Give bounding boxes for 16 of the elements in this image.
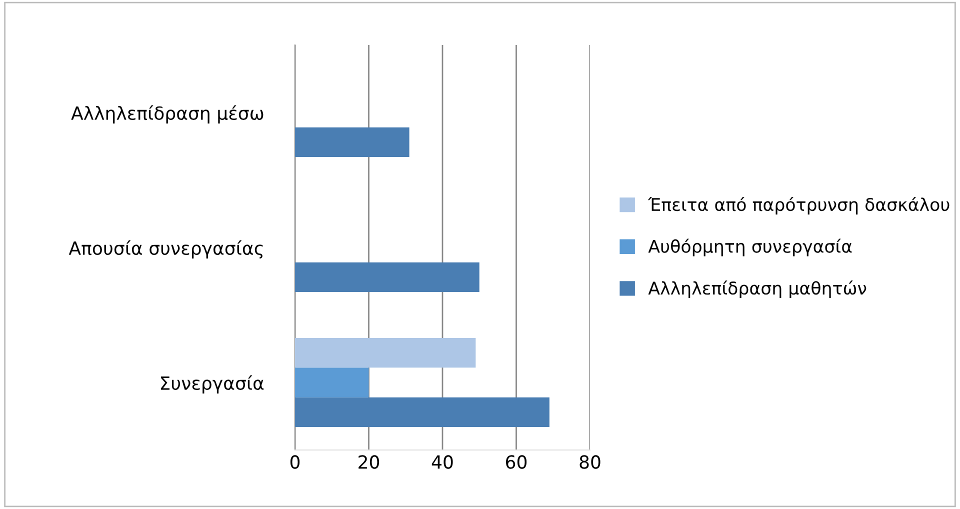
bar <box>295 368 369 398</box>
x-tick-label: 0 <box>290 455 300 469</box>
x-tick-label: 60 <box>506 455 527 469</box>
legend-label: Έπειτα από παρότρυνση δασκάλου <box>648 196 950 214</box>
y-tick-label: Αλληλεπίδραση μέσω <box>71 105 264 124</box>
y-tick-label: Συνεργασία <box>161 375 264 394</box>
bar <box>295 262 480 292</box>
legend-label: Αλληλεπίδραση μαθητών <box>648 280 866 298</box>
x-tick-label: 40 <box>432 455 453 469</box>
legend-label: Αυθόρμητη συνεργασία <box>648 238 852 256</box>
x-tick-label: 20 <box>358 455 380 469</box>
bar <box>295 338 476 368</box>
y-tick-label: Απουσία συνεργασίας <box>68 240 263 259</box>
bar <box>295 127 410 158</box>
bar <box>295 397 550 428</box>
x-tick-label: 80 <box>580 455 600 469</box>
